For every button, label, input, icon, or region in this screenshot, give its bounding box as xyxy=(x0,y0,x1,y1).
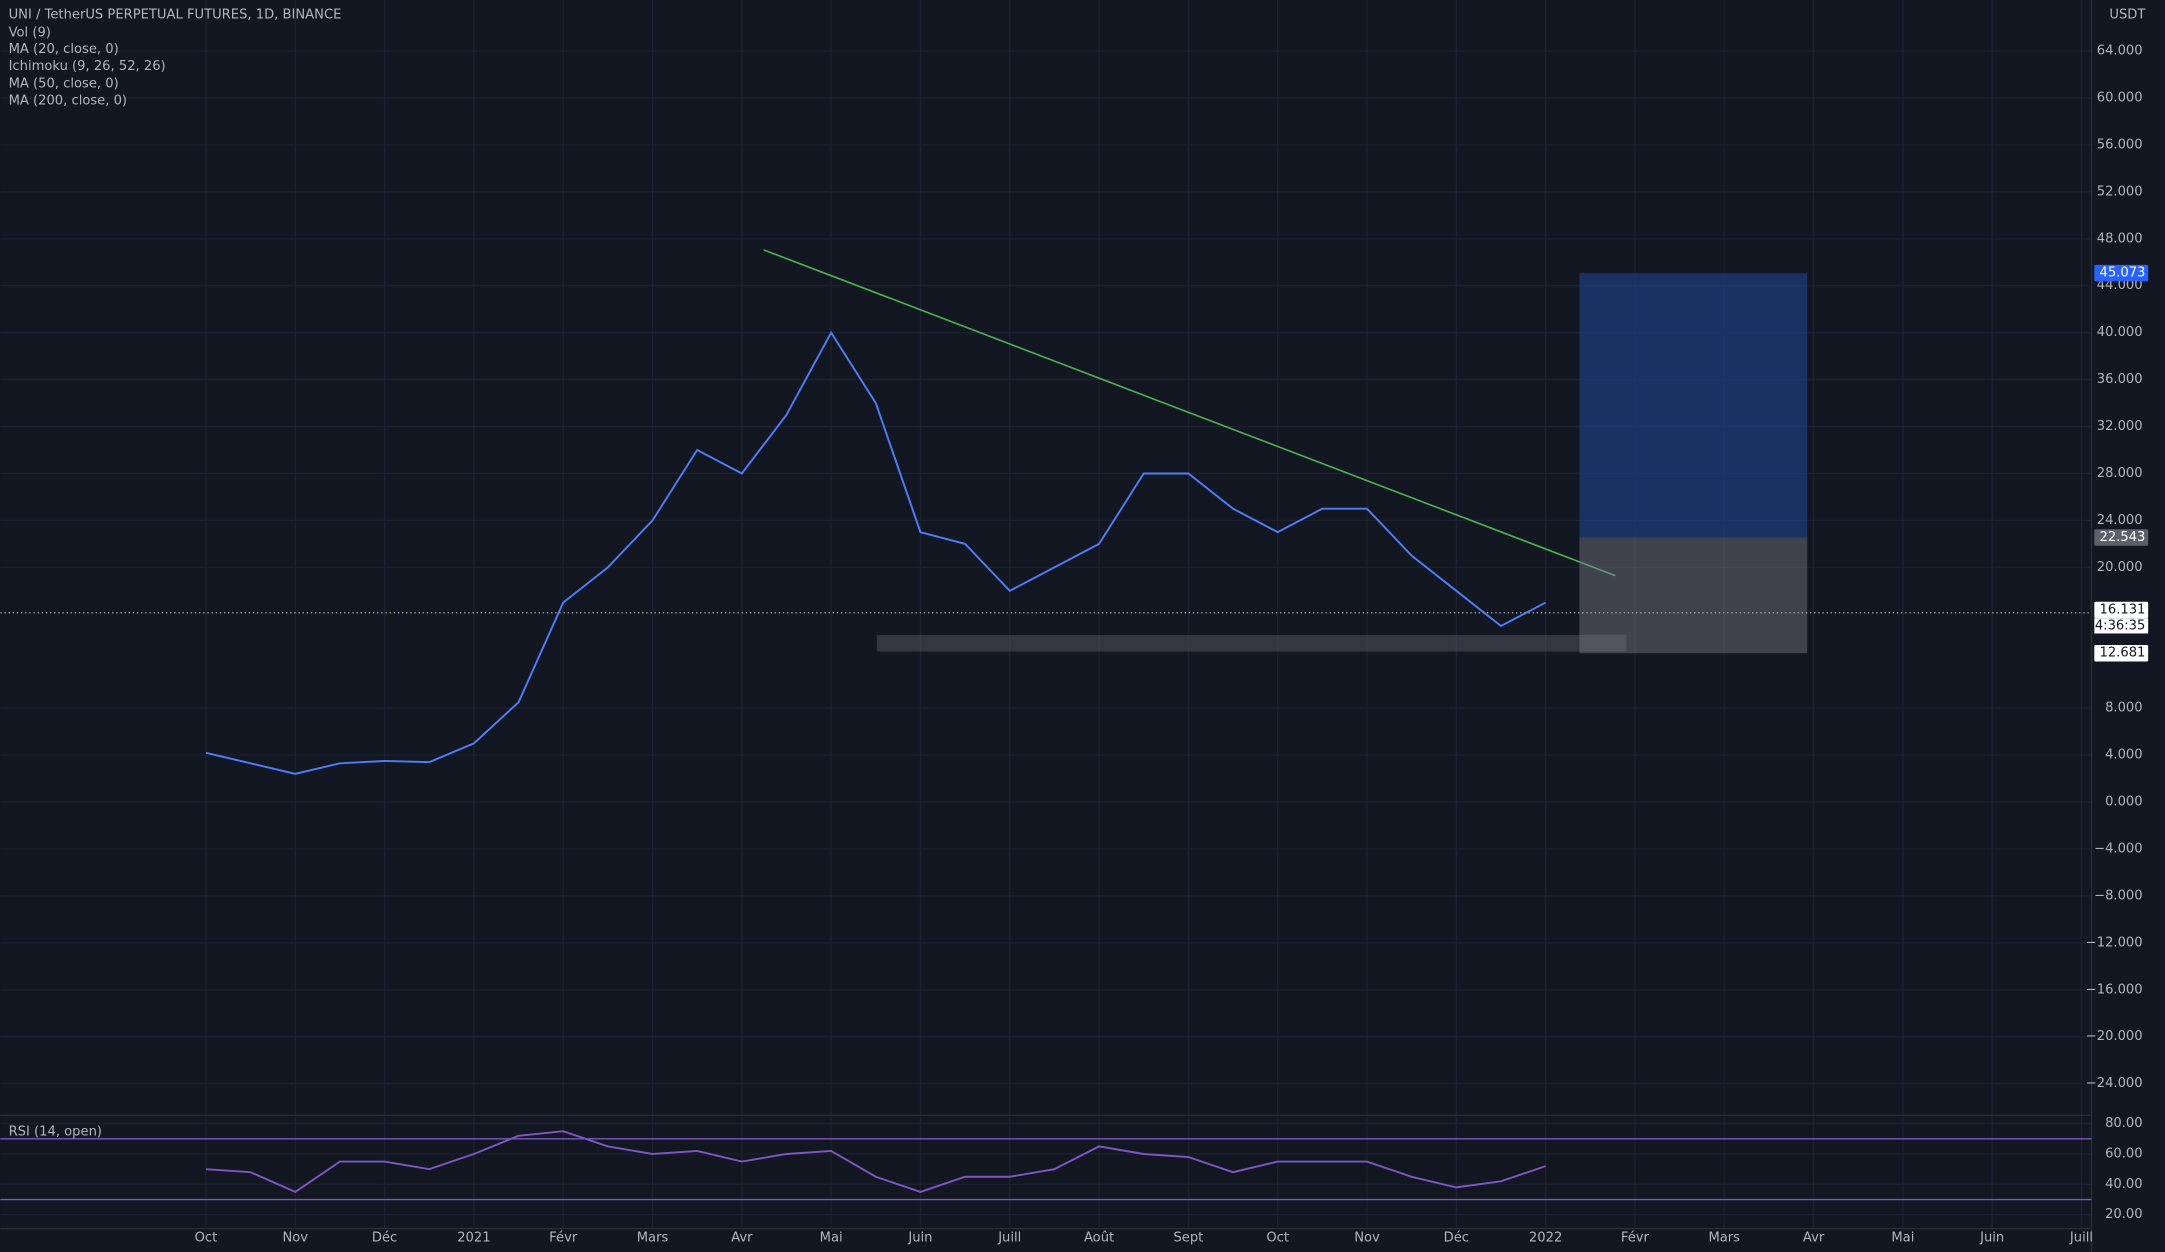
x-tick-label: Juill xyxy=(997,1231,1021,1246)
x-tick-label: Mars xyxy=(1708,1231,1740,1246)
y-tick-label: −12.000 xyxy=(2086,935,2143,950)
x-tick-label: Oct xyxy=(1266,1231,1289,1246)
y-tick-label: 24.000 xyxy=(2097,513,2143,528)
y-tick-label: 56.000 xyxy=(2097,137,2143,152)
profit-zone xyxy=(1579,273,1808,538)
x-tick-label: Déc xyxy=(1444,1231,1469,1246)
x-tick-label: Févr xyxy=(1621,1231,1650,1246)
y-tick-label: 60.00 xyxy=(2105,1146,2143,1161)
x-tick-label: Nov xyxy=(282,1231,308,1246)
y-tick-label: 60.000 xyxy=(2097,90,2143,105)
indicator-label: Ichimoku (9, 26, 52, 26) xyxy=(9,59,166,74)
stop-label: 12.681 xyxy=(2100,646,2146,661)
y-tick-label: 64.000 xyxy=(2097,44,2143,59)
x-tick-label: Mai xyxy=(820,1231,843,1246)
y-tick-label: 36.000 xyxy=(2097,372,2143,387)
chart-title: UNI / TetherUS PERPETUAL FUTURES, 1D, BI… xyxy=(9,8,342,23)
entry-label: 22.543 xyxy=(2100,530,2146,545)
rsi-title: RSI (14, open) xyxy=(9,1124,102,1139)
x-tick-label: Juin xyxy=(907,1231,932,1246)
x-tick-label: Avr xyxy=(1803,1231,1825,1246)
y-tick-label: 48.000 xyxy=(2097,231,2143,246)
y-tick-label: −8.000 xyxy=(2094,888,2143,903)
indicator-label: MA (20, close, 0) xyxy=(9,42,119,57)
y-tick-label: −20.000 xyxy=(2086,1029,2143,1044)
indicator-label: Vol (9) xyxy=(9,26,51,41)
support-zone xyxy=(876,634,1627,652)
x-tick-label: Mai xyxy=(1891,1231,1914,1246)
y-tick-label: 32.000 xyxy=(2097,419,2143,434)
y-tick-label: 0.000 xyxy=(2105,795,2143,810)
x-tick-label: 2021 xyxy=(457,1231,490,1246)
y-tick-label: 28.000 xyxy=(2097,466,2143,481)
y-tick-label: 44.000 xyxy=(2097,278,2143,293)
series-line xyxy=(205,1130,1546,1194)
x-tick-label: Déc xyxy=(372,1231,397,1246)
target-label-box xyxy=(2094,264,2149,282)
indicator-label: MA (200, close, 0) xyxy=(9,93,127,108)
x-tick-label: Oct xyxy=(195,1231,218,1246)
target-label: 45.073 xyxy=(2100,266,2146,281)
x-tick-label: Févr xyxy=(549,1231,578,1246)
last-price-label: 16.131 xyxy=(2100,602,2146,617)
x-tick-label: 2022 xyxy=(1529,1231,1562,1246)
stop-label-box xyxy=(2094,644,2149,662)
indicator-label: MA (50, close, 0) xyxy=(9,77,119,92)
x-tick-label: Juin xyxy=(1979,1231,2004,1246)
x-tick-label: Août xyxy=(1084,1231,1114,1246)
entry-label-box xyxy=(2094,529,2149,546)
y-tick-label: 80.00 xyxy=(2105,1116,2143,1131)
y-tick-label: −16.000 xyxy=(2086,982,2143,997)
x-tick-label: Sept xyxy=(1173,1231,1203,1246)
currency-label: USDT xyxy=(2109,8,2146,23)
y-tick-label: 4.000 xyxy=(2105,748,2143,763)
y-tick-label: 20.00 xyxy=(2105,1207,2143,1222)
y-tick-label: 20.000 xyxy=(2097,560,2143,575)
y-tick-label: 8.000 xyxy=(2105,701,2143,716)
loss-zone xyxy=(1579,537,1808,654)
countdown-label: 14:36:35 xyxy=(2086,618,2145,633)
y-tick-label: 40.00 xyxy=(2105,1177,2143,1192)
last-price-label-box xyxy=(2094,601,2149,619)
x-tick-label: Mars xyxy=(637,1231,669,1246)
y-tick-label: 40.000 xyxy=(2097,325,2143,340)
series-line xyxy=(205,330,1547,775)
y-tick-label: 52.000 xyxy=(2097,184,2143,199)
y-tick-label: −4.000 xyxy=(2094,841,2143,856)
x-tick-label: Juill xyxy=(2069,1231,2093,1246)
trendline xyxy=(763,249,1616,577)
y-tick-label: −24.000 xyxy=(2086,1076,2143,1091)
countdown-box xyxy=(2094,618,2149,634)
x-tick-label: Nov xyxy=(1354,1231,1380,1246)
x-tick-label: Avr xyxy=(731,1231,753,1246)
